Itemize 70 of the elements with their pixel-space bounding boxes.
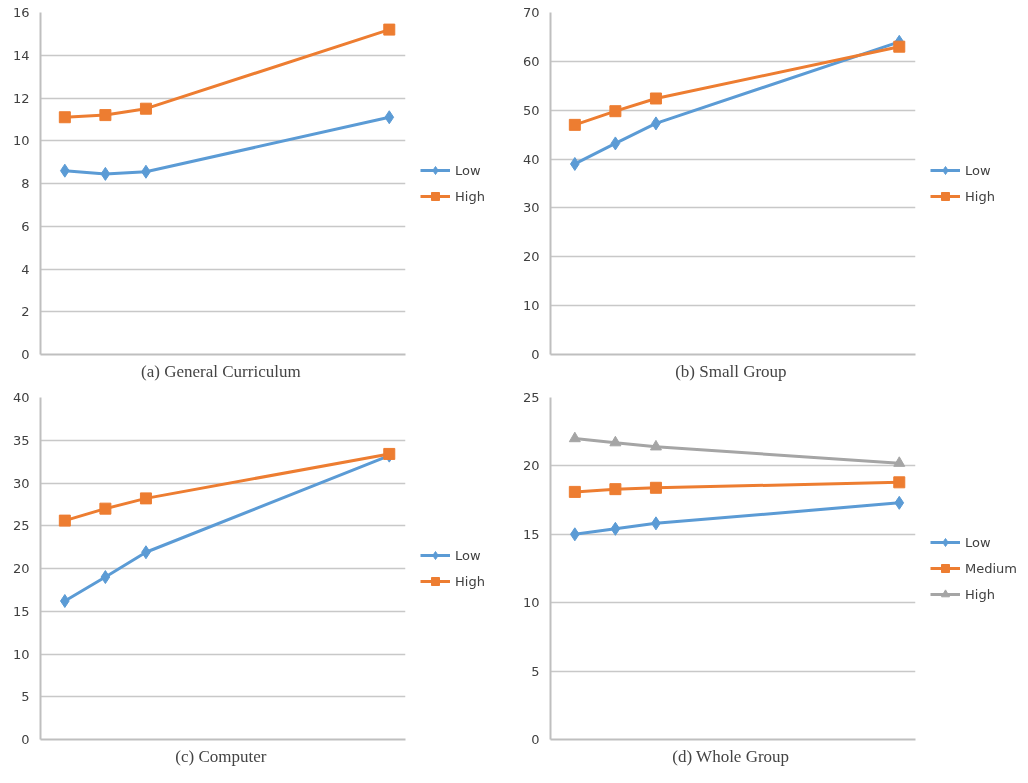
point <box>58 111 71 124</box>
point <box>58 514 71 527</box>
y-tick-label: 12 <box>12 90 30 106</box>
y-tick-label: 0 <box>531 347 540 362</box>
y-tick-label: 70 <box>522 5 540 20</box>
text: (a) General Curriculum <box>141 361 301 381</box>
y-tick-label: 40 <box>12 390 30 405</box>
y-tick-label: 0 <box>21 732 30 747</box>
y-tick-label: 40 <box>522 151 540 167</box>
y-tick-label: 15 <box>12 603 30 619</box>
point <box>139 102 152 115</box>
y-tick-label: 5 <box>21 689 30 705</box>
legend-label: Low <box>965 534 991 550</box>
point <box>894 495 905 510</box>
y-tick-label: 6 <box>21 218 30 234</box>
y-tick-label: 10 <box>522 298 540 314</box>
point <box>609 105 622 118</box>
legend-label: High <box>455 573 485 589</box>
y-tick-label: 35 <box>12 432 30 448</box>
y-tick-label: 20 <box>522 458 540 474</box>
legend-label: High <box>965 586 995 602</box>
point <box>384 110 395 125</box>
legend-label: Low <box>455 547 481 563</box>
y-tick-label: 30 <box>12 475 30 491</box>
y-tick-label: 60 <box>522 53 540 69</box>
point <box>100 166 111 181</box>
point <box>610 521 621 536</box>
y-tick-label: 14 <box>12 47 30 63</box>
point <box>609 483 622 496</box>
point <box>610 136 621 151</box>
point <box>893 456 906 467</box>
point <box>99 109 112 122</box>
y-tick-label: 0 <box>21 347 30 362</box>
point <box>568 431 581 443</box>
legend-label: Medium <box>965 560 1017 576</box>
y-tick-label: 10 <box>522 595 540 611</box>
y-tick-label: 25 <box>12 518 30 534</box>
y-tick-label: 4 <box>21 261 30 277</box>
y-tick-label: 2 <box>21 304 30 320</box>
point <box>649 92 662 105</box>
y-tick-label: 20 <box>522 249 540 265</box>
y-tick-label: 16 <box>12 5 30 20</box>
point <box>568 118 581 131</box>
point <box>139 492 152 505</box>
legend-label: Low <box>965 162 991 178</box>
text: (d) Whole Group <box>672 746 790 766</box>
y-tick-label: 50 <box>522 102 540 118</box>
legend-label: High <box>965 188 995 204</box>
text: (c) Computer <box>175 746 267 766</box>
y-tick-label: 0 <box>531 732 540 747</box>
point <box>100 570 111 585</box>
point <box>568 485 581 498</box>
point <box>649 481 662 494</box>
point <box>893 476 906 489</box>
y-tick-label: 15 <box>522 526 540 542</box>
y-tick-label: 10 <box>12 133 30 149</box>
y-tick-label: 5 <box>531 663 540 679</box>
y-tick-label: 20 <box>12 561 30 576</box>
point <box>893 40 906 53</box>
point <box>383 23 396 36</box>
point <box>649 439 662 451</box>
point <box>609 435 622 447</box>
y-tick-label: 30 <box>522 200 540 216</box>
y-tick-label: 10 <box>12 646 30 662</box>
y-tick-label: 8 <box>21 176 30 191</box>
y-tick-label: 25 <box>522 390 540 405</box>
point <box>99 502 112 515</box>
legend-label: Low <box>455 162 481 178</box>
text: (b) Small Group <box>675 361 787 381</box>
legend-label: High <box>455 188 485 204</box>
